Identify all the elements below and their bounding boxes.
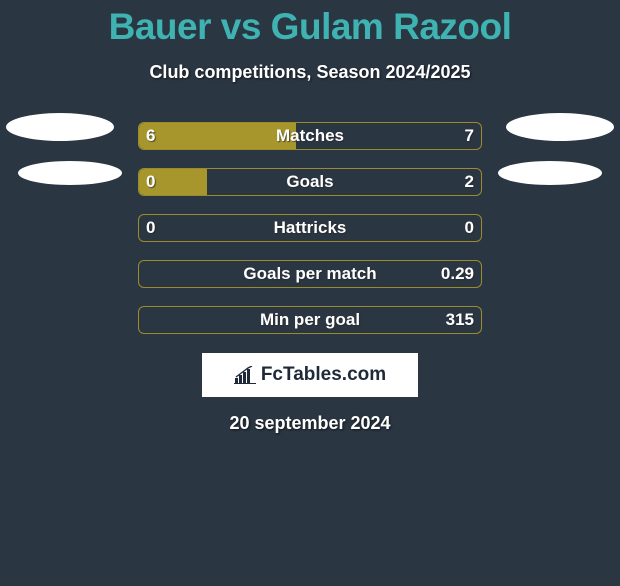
- stat-value-right: 7: [465, 122, 474, 150]
- stat-bar: Goals per match: [138, 260, 482, 288]
- stat-row: Min per goal 315: [0, 297, 620, 343]
- player-marker-right: [498, 161, 602, 185]
- stat-label: Matches: [139, 123, 481, 149]
- logo-box: FcTables.com: [202, 353, 418, 397]
- stat-bar: Min per goal: [138, 306, 482, 334]
- logo-text-prefix: Fc: [261, 364, 283, 386]
- stat-value-right: 315: [446, 306, 474, 334]
- stat-label: Goals: [139, 169, 481, 195]
- logo-text-suffix: Tables.com: [283, 364, 386, 386]
- stat-bar: Goals: [138, 168, 482, 196]
- chart-icon: [234, 366, 256, 384]
- page-title: Bauer vs Gulam Razool: [0, 6, 620, 48]
- player-marker-right: [506, 113, 614, 141]
- stat-value-right: 2: [465, 168, 474, 196]
- stat-bar: Matches: [138, 122, 482, 150]
- stat-row: Goals per match 0.29: [0, 251, 620, 297]
- stat-value-right: 0: [465, 214, 474, 242]
- player-marker-left: [18, 161, 122, 185]
- stat-value-right: 0.29: [441, 260, 474, 288]
- stat-row: Hattricks 0 0: [0, 205, 620, 251]
- stat-label: Min per goal: [139, 307, 481, 333]
- stat-label: Goals per match: [139, 261, 481, 287]
- subtitle: Club competitions, Season 2024/2025: [0, 62, 620, 83]
- stat-row: Goals 0 2: [0, 159, 620, 205]
- date-text: 20 september 2024: [0, 413, 620, 434]
- stat-row: Matches 6 7: [0, 113, 620, 159]
- stat-value-left: 0: [146, 168, 155, 196]
- player-marker-left: [6, 113, 114, 141]
- stat-value-left: 6: [146, 122, 155, 150]
- stat-label: Hattricks: [139, 215, 481, 241]
- comparison-chart: Matches 6 7 Goals 0 2 Hattricks 0 0 Goal…: [0, 113, 620, 343]
- logo: FcTables.com: [234, 364, 386, 386]
- stat-bar: Hattricks: [138, 214, 482, 242]
- stat-value-left: 0: [146, 214, 155, 242]
